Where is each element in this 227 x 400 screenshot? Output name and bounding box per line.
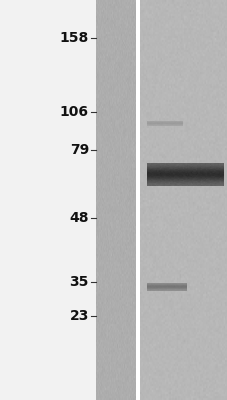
Text: 106: 106 [60,105,89,119]
Text: 79: 79 [69,143,89,157]
Bar [0,0,95,400]
Bar [135,0,140,400]
Text: 35: 35 [69,275,89,289]
Text: 23: 23 [69,309,89,323]
Text: 48: 48 [69,211,89,225]
Text: 158: 158 [59,31,89,45]
